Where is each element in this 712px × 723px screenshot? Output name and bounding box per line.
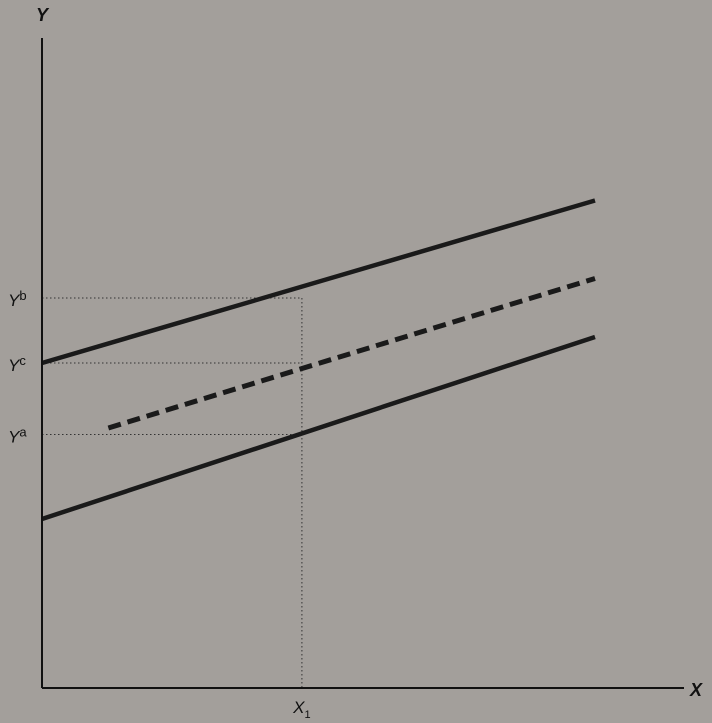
series-line-3 [41, 334, 596, 522]
x-tick-letter: X [292, 698, 305, 717]
series-lines [41, 198, 596, 522]
x-tick-subscript: 1 [305, 709, 311, 721]
y-tick-label-a: Ya [8, 425, 27, 447]
series-line-2 [107, 276, 596, 431]
y-tick-label-b: Yb [8, 288, 27, 310]
guide-lines [42, 297, 303, 688]
y-tick-labels: Yb Yc Ya [8, 288, 27, 447]
y-axis-title: Y [36, 5, 50, 25]
series-line-1 [41, 198, 596, 366]
x-tick-label-x1: X1 [292, 698, 310, 721]
y-tick-label-c: Yc [8, 353, 26, 375]
x-axis-title: X [689, 680, 703, 700]
